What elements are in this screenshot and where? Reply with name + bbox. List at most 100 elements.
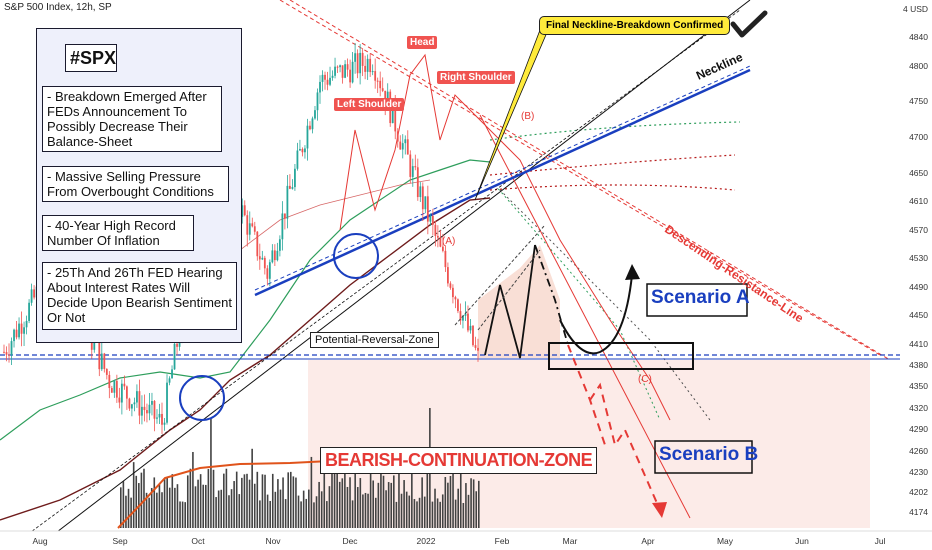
scenario-a-box bbox=[646, 283, 748, 317]
price-tick-label: 4750 bbox=[909, 96, 928, 107]
volume-bar bbox=[246, 473, 248, 528]
volume-bar bbox=[467, 494, 470, 528]
note-point-2: - Massive Selling Pressure From Overboug… bbox=[42, 166, 229, 202]
wave-a-label: (A) bbox=[442, 236, 456, 247]
candle-body bbox=[324, 74, 326, 80]
price-tick-label: 4320 bbox=[909, 402, 928, 413]
moving-average-green bbox=[0, 159, 491, 441]
volume-bar bbox=[220, 489, 223, 528]
candle-body bbox=[176, 343, 178, 347]
volume-bar bbox=[120, 487, 122, 528]
scenario-b-path-2 bbox=[589, 382, 661, 511]
candle-body bbox=[334, 66, 336, 76]
candle-body bbox=[361, 52, 364, 66]
volume-bar bbox=[202, 484, 205, 528]
volume-bar bbox=[377, 482, 380, 528]
uptrend-line-2 bbox=[19, 9, 741, 541]
candle-body bbox=[133, 402, 136, 405]
volume-bar bbox=[313, 502, 315, 528]
volume-bar bbox=[150, 487, 153, 528]
candle-body bbox=[286, 185, 289, 219]
volume-bar bbox=[248, 479, 251, 528]
candle-body bbox=[123, 383, 126, 387]
volume-bar bbox=[158, 483, 161, 528]
volume-bar bbox=[382, 475, 385, 528]
volume-bar bbox=[289, 471, 292, 528]
candle-body bbox=[396, 131, 399, 142]
volume-bar bbox=[356, 487, 359, 528]
volume-bar bbox=[259, 500, 261, 528]
candle-body bbox=[444, 250, 447, 268]
note-point-4: - 25Th And 26Th FED Hearing About Intere… bbox=[42, 262, 237, 330]
volume-bar bbox=[189, 468, 192, 528]
candle-body bbox=[329, 77, 331, 85]
volume-bar bbox=[331, 472, 333, 528]
candle-body bbox=[98, 342, 101, 370]
volume-bar bbox=[302, 490, 305, 528]
bearish-continuation-zone-fill bbox=[308, 360, 870, 528]
price-tick-label: 4450 bbox=[909, 310, 928, 321]
scenario-a-arrowhead bbox=[625, 264, 640, 280]
candle-body bbox=[346, 64, 349, 70]
volume-bar bbox=[225, 468, 228, 528]
volume-bar bbox=[174, 487, 176, 528]
head-and-shoulders-pattern bbox=[339, 53, 671, 421]
volume-bar bbox=[171, 474, 174, 528]
volume-bar bbox=[274, 491, 277, 528]
volume-bar bbox=[403, 480, 405, 528]
price-tick-label: 4840 bbox=[909, 32, 928, 42]
note-point-3: - 40-Year High Record Number Of Inflatio… bbox=[42, 215, 194, 251]
candle-body bbox=[261, 257, 264, 260]
volume-bar bbox=[181, 501, 184, 528]
wedge-lower bbox=[477, 249, 541, 331]
candle-body bbox=[351, 61, 354, 83]
volume-bar bbox=[351, 500, 354, 528]
time-tick-label: Nov bbox=[265, 536, 281, 546]
candle-body bbox=[291, 187, 294, 189]
volume-bar bbox=[210, 418, 212, 528]
candle-body bbox=[5, 352, 8, 355]
price-tick-label: 4230 bbox=[909, 467, 928, 478]
volume-bar bbox=[176, 484, 179, 528]
candle-body bbox=[256, 231, 259, 257]
volume-bar bbox=[251, 448, 253, 528]
time-tick-label: May bbox=[716, 536, 734, 546]
time-tick-label: Apr bbox=[641, 536, 655, 546]
volume-bar bbox=[359, 478, 362, 528]
note-point-1: - Breakdown Emerged After FEDs Announcem… bbox=[42, 86, 222, 152]
candle-body bbox=[441, 246, 444, 251]
candle-body bbox=[289, 185, 291, 189]
volume-bar bbox=[333, 469, 336, 528]
candle-body bbox=[301, 148, 304, 153]
candle-body bbox=[316, 92, 319, 111]
candle-body bbox=[399, 141, 402, 150]
candle-body bbox=[23, 327, 25, 334]
volume-bar bbox=[300, 501, 302, 528]
volume-bar bbox=[434, 488, 436, 528]
candle-body bbox=[125, 386, 128, 399]
candle-body bbox=[166, 382, 168, 423]
dash-dot-drop bbox=[534, 244, 569, 346]
candle-body bbox=[454, 297, 457, 300]
volume-bar bbox=[310, 456, 313, 528]
time-tick-label: Aug bbox=[32, 536, 48, 546]
volume-bar bbox=[204, 484, 207, 528]
volume-bar bbox=[264, 474, 266, 528]
candle-body bbox=[477, 347, 479, 351]
candle-body bbox=[379, 80, 382, 89]
price-tick-label: 4800 bbox=[909, 60, 928, 71]
volume-bar bbox=[372, 480, 375, 528]
volume-bar bbox=[444, 477, 447, 528]
price-tick-label: 4202 bbox=[909, 487, 928, 498]
projected-red-curve-2 bbox=[489, 184, 736, 191]
scenario-a-label: Scenario A bbox=[651, 287, 750, 308]
candle-body bbox=[371, 71, 374, 73]
head-label: Head bbox=[407, 36, 438, 49]
time-tick-label: Oct bbox=[191, 536, 205, 546]
volume-bar bbox=[192, 451, 194, 528]
volume-bar bbox=[393, 475, 395, 528]
candle-body bbox=[273, 250, 276, 261]
volume-bar bbox=[163, 478, 166, 528]
candle-body bbox=[268, 262, 271, 279]
volume-bar bbox=[454, 499, 457, 528]
